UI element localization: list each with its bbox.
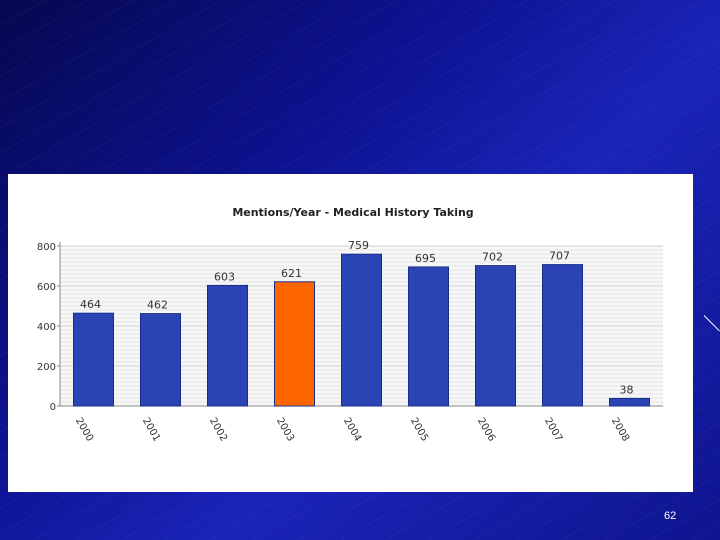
bars <box>73 253 650 407</box>
data-label-2000: 464 <box>80 298 101 311</box>
bar-2000 <box>73 312 114 407</box>
data-label-2003: 621 <box>281 267 302 280</box>
bar-2001 <box>140 313 181 407</box>
x-tick-label-2004: 2004 <box>341 416 363 444</box>
bar-2005 <box>408 266 449 407</box>
page-number: 62 <box>664 510 677 522</box>
bar-2006 <box>475 265 516 407</box>
y-tick-label: 400 <box>37 322 56 333</box>
bar-2007 <box>542 264 583 407</box>
bar-chart: Mentions/Year - Medical History Taking 4… <box>37 206 663 444</box>
data-label-2006: 702 <box>482 251 503 264</box>
x-tick-label-2006: 2006 <box>475 416 497 444</box>
bar-2003 <box>274 281 315 407</box>
x-tick-label-2005: 2005 <box>408 416 430 444</box>
data-labels: 464 462 603 621 759 695 702 707 38 <box>80 239 634 396</box>
y-tick-label: 600 <box>37 282 56 293</box>
data-label-2002: 603 <box>214 270 235 283</box>
data-label-2008: 38 <box>620 383 634 396</box>
x-tick-label-2008: 2008 <box>609 416 631 444</box>
y-tick-label: 0 <box>50 402 56 413</box>
x-tick-label-2001: 2001 <box>140 416 162 444</box>
x-tick-label-2003: 2003 <box>274 416 296 444</box>
chart-panel: Mentions/Year - Medical History Taking 4… <box>8 174 693 492</box>
x-tick-label-2002: 2002 <box>207 416 229 444</box>
chart-title: Mentions/Year - Medical History Taking <box>232 206 473 219</box>
y-tick-label: 800 <box>37 242 56 253</box>
y-tick-labels: 0 200 400 600 800 <box>37 242 60 413</box>
x-tick-label-2000: 2000 <box>73 416 95 444</box>
data-label-2005: 695 <box>415 252 436 265</box>
bar-2008 <box>609 397 650 407</box>
x-tick-label-2007: 2007 <box>542 416 564 444</box>
y-tick-label: 200 <box>37 362 56 373</box>
x-tick-labels: 2000 2001 2002 2003 2004 2005 2006 2007 2008 <box>73 416 631 444</box>
bar-2004 <box>341 253 382 407</box>
data-label-2004: 759 <box>348 239 369 252</box>
bar-2002 <box>207 284 248 407</box>
data-label-2007: 707 <box>549 250 570 263</box>
data-label-2001: 462 <box>147 299 168 312</box>
